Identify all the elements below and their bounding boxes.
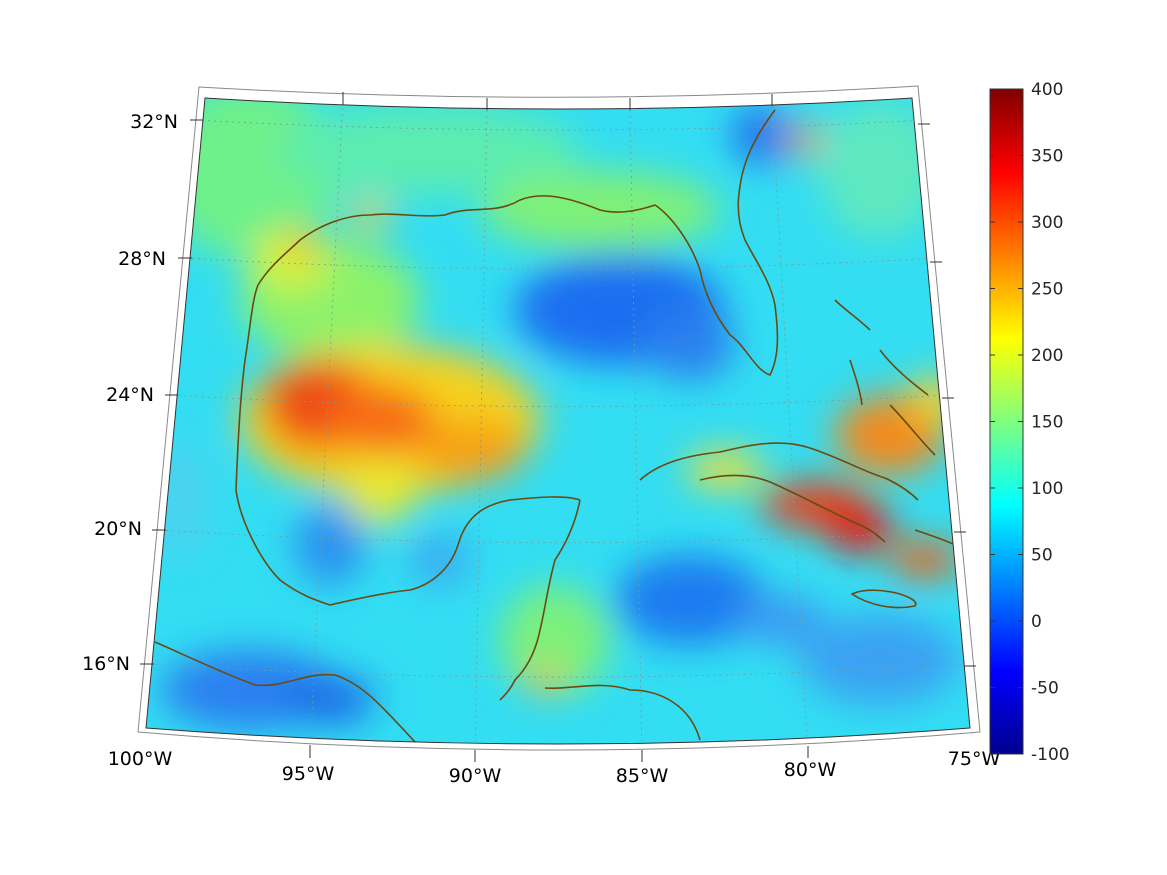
lat-tick-label: 28°N [118,248,166,270]
coastline-mexico-east [235,489,581,606]
colorbar-tick-label: 200 [1031,346,1063,366]
lat-tick-label: 16°N [82,653,130,675]
colorbar-tick-label: 300 [1031,213,1063,233]
lon-tick-label: 85°W [616,765,669,787]
colorbar: 400 350 300 250 200 150 100 50 0 -50 -100 [989,80,1070,765]
coastline-cuba-south [699,474,886,543]
colorbar-tick-label: 350 [1031,147,1063,167]
coastline-gulf [235,109,779,491]
lon-labels: 100°W 95°W 90°W 85°W 80°W 75°W [108,748,1001,787]
grid-line-lat-32 [195,119,927,131]
lon-tick-label: 95°W [282,763,335,785]
colorbar-tick-label: 400 [1031,80,1063,100]
coastline-hispaniola [914,529,956,546]
colorbar-tick-label: 150 [1031,413,1063,433]
lat-tick-label: 24°N [106,384,154,406]
lon-tick-label: 100°W [108,748,173,770]
grid-line-lat-28 [185,257,937,270]
coastline-honduras [544,684,701,741]
coastline-pacific [154,641,416,743]
lat-tick-label: 20°N [94,518,142,540]
lon-tick-label: 75°W [948,748,1001,770]
grid-line-lon-80 [771,99,809,744]
grid-line-lon-85 [629,103,643,744]
lon-tick-label: 90°W [449,765,502,787]
colorbar-tick-label: 50 [1031,546,1053,566]
colorbar-tick-label: 100 [1031,479,1063,499]
grid-line-lat-16 [149,663,969,678]
colorbar-tick-label: 250 [1031,280,1063,300]
colorbar-ticks: 400 350 300 250 200 150 100 50 0 -50 -100 [990,80,1070,765]
colorbar-tick-label: -50 [1031,679,1059,699]
colorbar-tick-label: -100 [1031,745,1070,765]
coastline-bahamas [834,299,936,456]
map-panel: 32°N 28°N 24°N 20°N 16°N 100°W 95°W 90°W… [82,85,1001,787]
field-blobs [150,98,960,730]
grid-line-lon-90 [474,103,488,744]
colorbar-tick-label: 0 [1031,612,1042,632]
frame-ticks [140,92,976,762]
coastline-yucatan [499,499,581,701]
lat-tick-label: 32°N [130,111,178,133]
lat-labels: 32°N 28°N 24°N 20°N 16°N [82,111,178,675]
graticule [149,98,969,744]
lon-tick-label: 80°W [784,759,837,781]
grid-line-lat-20 [159,529,961,543]
map-frame [137,85,981,751]
coastline-jamaica [851,589,917,609]
grid-line-lon-95 [309,98,344,744]
colorbar-gradient [989,88,1024,755]
coastline-cuba [639,442,919,501]
coastlines [154,109,956,743]
